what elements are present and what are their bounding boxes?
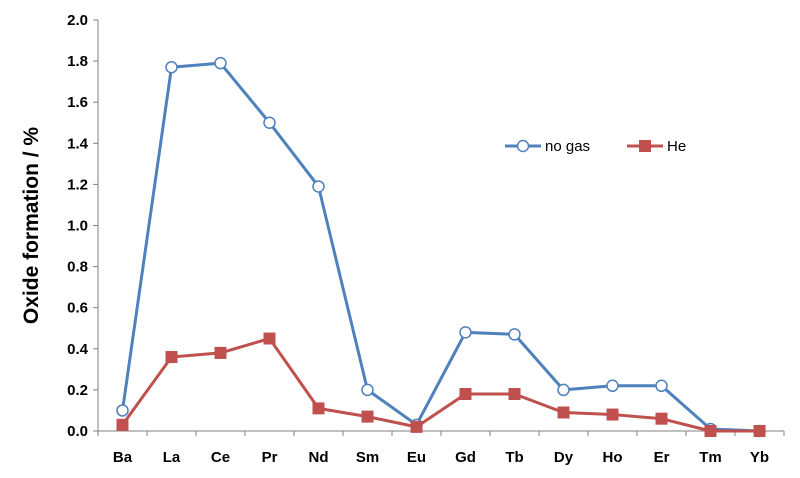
x-tick-label: Er [654, 449, 670, 466]
x-tick-label: Dy [554, 449, 574, 466]
data-point [214, 56, 227, 70]
y-tick-label: 0.4 [67, 341, 89, 358]
data-point [410, 420, 423, 433]
y-tick-label: 0.8 [67, 259, 88, 276]
series-no-gas [116, 56, 766, 438]
y-tick-label: 1.6 [67, 94, 88, 111]
data-point [116, 418, 129, 431]
data-point [557, 383, 570, 397]
legend: no gas He [505, 138, 686, 155]
data-point [655, 412, 668, 425]
data-point [753, 425, 766, 437]
data-point [459, 388, 472, 401]
legend-item: He [627, 138, 686, 155]
data-point [361, 410, 374, 423]
x-tick-label: Tb [505, 449, 523, 466]
data-point [655, 379, 668, 393]
legend-label: no gas [545, 138, 590, 155]
y-tick-label: 1.8 [67, 53, 88, 70]
legend-label: He [667, 138, 686, 155]
series-layer [116, 56, 766, 438]
x-tick-label: Nd [309, 449, 329, 466]
y-tick-label: 0.0 [67, 423, 88, 440]
series-he [116, 332, 766, 437]
y-axis-title: Oxide formation / % [20, 127, 43, 325]
y-tick-label: 0.2 [67, 382, 88, 399]
x-tick-label: Tm [699, 449, 722, 466]
open-circle-marker-icon [516, 139, 530, 153]
x-tick-label: Yb [750, 449, 769, 466]
data-point [508, 328, 521, 341]
y-tick-label: 1.4 [67, 135, 89, 152]
x-tick-label: Gd [455, 449, 476, 466]
data-point [606, 379, 619, 393]
x-tick-label: Ba [113, 449, 133, 466]
data-point [312, 180, 325, 193]
data-point [557, 406, 570, 419]
y-tick-label: 1.2 [67, 176, 88, 193]
series-line [121, 337, 760, 433]
data-point [214, 346, 227, 359]
y-axis: 0.0 0.2 0.4 0.6 0.8 1.0 1.2 1.4 1.6 1.8 2.0 [67, 12, 99, 440]
data-point [165, 351, 178, 364]
data-point [263, 116, 276, 129]
y-tick-label: 1.0 [67, 218, 88, 235]
data-point [508, 388, 521, 401]
data-point [704, 425, 717, 437]
data-point [116, 404, 129, 417]
y-tick-label: 0.6 [67, 300, 88, 317]
x-tick-label: Sm [356, 449, 379, 466]
series-line [121, 61, 760, 433]
x-tick-label: Eu [407, 449, 426, 466]
data-point [606, 408, 619, 421]
x-tick-label: Ho [603, 449, 623, 466]
x-axis: Ba La Ce Pr Nd Sm Eu Gd Tb Dy Ho Er Tm Yb [97, 430, 785, 466]
filled-square-marker-icon [639, 140, 651, 152]
x-tick-label: Pr [262, 449, 278, 466]
data-point [361, 383, 374, 397]
x-tick-label: Ce [211, 449, 230, 466]
data-point [263, 332, 276, 345]
data-point [165, 61, 178, 74]
y-tick-label: 2.0 [67, 12, 88, 29]
legend-item: no gas [505, 138, 590, 155]
x-tick-label: La [163, 449, 181, 466]
data-point [312, 402, 325, 415]
data-point [459, 326, 472, 339]
